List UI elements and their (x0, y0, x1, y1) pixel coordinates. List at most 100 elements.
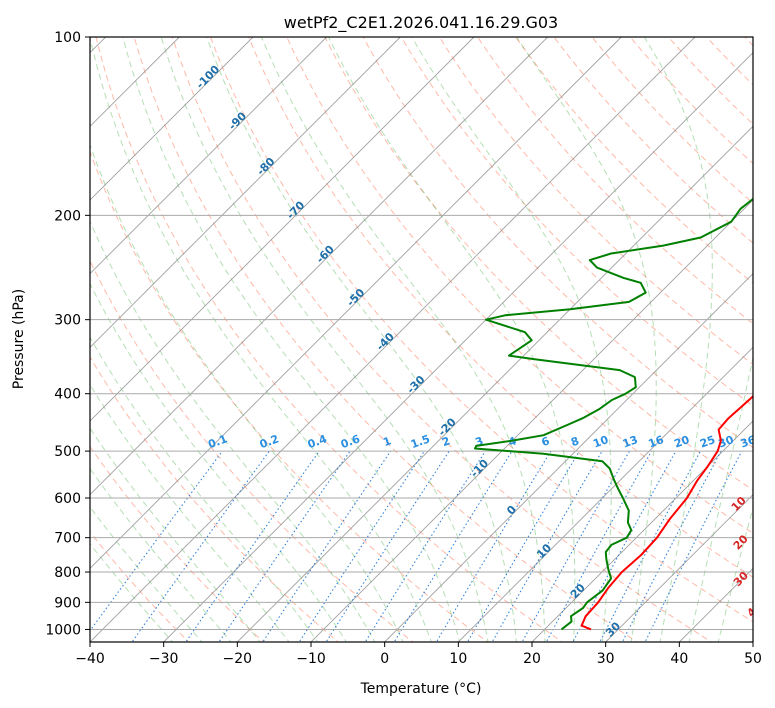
x-axis-label: Temperature (°C) (360, 681, 482, 697)
dry-adiabat (400, 37, 753, 407)
x-tick-label: −10 (296, 651, 326, 667)
mixing-ratio-line (572, 450, 677, 642)
mixing-ratio-label: 16 (647, 433, 666, 451)
isotherm-line (531, 420, 753, 642)
dry-adiabat (438, 37, 753, 366)
isotherm-label: 20 (568, 581, 588, 601)
y-axis: 1000 900 800 700 600 500 400 300 200 100 (45, 30, 90, 638)
isotherm-line (679, 567, 753, 642)
dry-adiabat (90, 150, 489, 642)
isotherm-labels: -100-90-80-70-60-50-40-30-20-10010203010… (194, 63, 765, 640)
isotherm-line (90, 37, 696, 642)
background-lines (90, 24, 775, 645)
dry-adiabat (90, 356, 340, 642)
isotherm-label: -10 (468, 457, 491, 481)
x-tick-label: 10 (449, 651, 467, 667)
x-axis: −40 −30 −20 −10 0 10 20 30 40 50 (75, 642, 762, 667)
x-tick-label: −30 (149, 651, 179, 667)
dry-adiabat (362, 37, 753, 449)
mixing-ratio-line (466, 450, 580, 642)
mixing-ratio-label: 8 (569, 434, 581, 449)
moist-adiabat (90, 220, 376, 642)
isotherm-line (605, 494, 753, 642)
moist-adiabat (90, 383, 290, 642)
dry-adiabat (667, 37, 753, 125)
mixing-ratio-line (644, 450, 743, 642)
isotherm-line (90, 37, 622, 569)
mixing-ratio-line (393, 450, 513, 642)
mixing-ratio-label: 6 (540, 434, 552, 449)
moist-adiabat (90, 467, 232, 642)
dry-adiabat (629, 37, 753, 165)
dry-adiabat (591, 37, 753, 204)
dry-adiabat-label: 40 (745, 599, 765, 619)
mixing-ratio-label: 0.1 (206, 432, 229, 451)
y-tick-label: 500 (54, 444, 81, 460)
mixing-ratio-label: 3 (473, 434, 485, 449)
x-tick-label: 0 (380, 651, 389, 667)
moist-adiabat (90, 336, 319, 642)
isotherm-line (90, 37, 548, 496)
y-tick-label: 800 (54, 565, 81, 581)
mixing-ratio-label: 20 (672, 433, 691, 451)
x-tick-label: 20 (523, 651, 541, 667)
dry-adiabat (286, 37, 753, 534)
y-tick-label: 200 (54, 208, 81, 224)
y-axis-label: Pressure (hPa) (11, 289, 27, 389)
dry-adiabat (705, 37, 753, 86)
dry-adiabat-label: 20 (731, 532, 751, 552)
y-tick-label: 700 (54, 531, 81, 547)
isotherm-line (90, 37, 475, 422)
mixing-ratio-label: 1.5 (409, 432, 432, 451)
dry-adiabat (90, 259, 414, 642)
mixing-ratio-label: 1 (381, 434, 393, 449)
isotherm-label: -60 (314, 242, 337, 266)
moist-adiabat (90, 143, 404, 642)
y-tick-label: 600 (54, 491, 81, 507)
y-tick-label: 1000 (45, 622, 81, 638)
mixing-ratio-line (621, 450, 722, 642)
moist-adiabat (643, 37, 713, 642)
moist-adiabat (160, 37, 489, 642)
isotherm-line (384, 273, 753, 642)
isotherm-label: -30 (404, 373, 427, 397)
mixing-ratio-label: 0.4 (306, 432, 329, 451)
x-tick-label: 50 (744, 651, 762, 667)
isotherm-line (163, 52, 753, 642)
isotherm-label: 30 (603, 619, 623, 639)
y-tick-label: 300 (54, 313, 81, 329)
isotherm-line (458, 346, 753, 642)
x-tick-label: 40 (670, 651, 688, 667)
dry-adiabat (770, 24, 775, 645)
moist-adiabat (688, 354, 753, 642)
plot-frame (89, 36, 754, 643)
isotherm-line (237, 125, 753, 642)
mixing-ratio-line (262, 450, 392, 642)
profile-lines (474, 197, 753, 631)
chart-title: wetPf2_C2E1.2026.041.16.29.G03 (284, 13, 558, 33)
mixing-ratio-line (435, 450, 552, 642)
mixing-ratio-label: 0.6 (339, 432, 362, 451)
dry-adiabat (477, 37, 753, 325)
mixing-ratio-label: 36 (739, 433, 758, 451)
dewpoint-profile-line (474, 197, 753, 631)
dry-adiabat (90, 445, 265, 642)
mixing-ratio-label: 0.2 (258, 432, 281, 451)
mixing-ratio-line (131, 450, 270, 642)
moist-adiabat (260, 37, 546, 642)
isotherm-line (90, 37, 254, 201)
mixing-ratio-label: 2 (440, 434, 452, 449)
mixing-ratio-line (599, 450, 701, 642)
moist-adiabat (90, 427, 261, 642)
mixing-ratio-line (364, 450, 486, 642)
x-tick-label: −20 (223, 651, 253, 667)
isotherm-line (752, 641, 753, 642)
isotherm-line (310, 199, 753, 642)
x-tick-label: −40 (75, 651, 105, 667)
isotherm-label: -80 (254, 155, 277, 179)
dry-adiabat-label: 10 (729, 494, 749, 514)
mixing-ratio-line (298, 450, 425, 642)
isotherm-label: -100 (194, 63, 223, 92)
mixing-ratio-line (185, 450, 320, 642)
mixing-ratio-line (218, 450, 351, 642)
